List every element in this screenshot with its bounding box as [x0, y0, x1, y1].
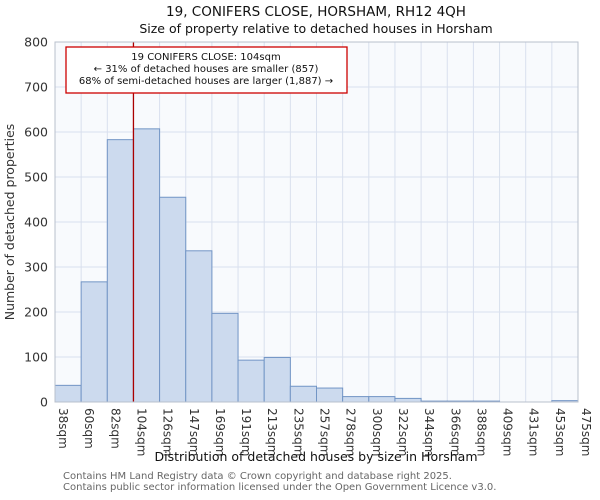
x-tick-label: 213sqm: [265, 408, 279, 456]
chart-subtitle: Size of property relative to detached ho…: [139, 21, 492, 36]
x-tick-label: 191sqm: [239, 408, 253, 456]
x-tick-label: 344sqm: [422, 408, 436, 456]
x-tick-label: 60sqm: [82, 408, 96, 449]
annotation-line3: 68% of semi-detached houses are larger (…: [79, 76, 333, 87]
histogram-bar: [394, 397, 422, 403]
x-tick-label: 257sqm: [318, 408, 332, 456]
histogram-bar: [289, 385, 318, 403]
histogram-bar: [80, 281, 108, 403]
x-tick-label: 278sqm: [344, 408, 358, 456]
y-tick-label: 400: [24, 215, 48, 230]
x-tick-label: 147sqm: [187, 408, 201, 456]
y-axis-label: Number of detached properties: [2, 124, 17, 321]
x-tick-label: 388sqm: [474, 408, 488, 456]
x-tick-label: 126sqm: [161, 408, 175, 456]
histogram-bar: [132, 128, 161, 403]
histogram-bar: [185, 250, 213, 403]
y-tick-label: 100: [24, 350, 48, 365]
chart-title: 19, CONIFERS CLOSE, HORSHAM, RH12 4QH: [166, 4, 466, 20]
x-tick-label: 431sqm: [527, 408, 541, 456]
y-tick-label: 300: [24, 260, 48, 275]
x-tick-label: 82sqm: [108, 408, 122, 449]
histogram-bar: [368, 396, 396, 403]
annotation-border: [65, 46, 348, 94]
x-tick-label: 366sqm: [448, 408, 462, 456]
footer-line1: Contains HM Land Registry data © Crown c…: [63, 471, 452, 482]
histogram-bar: [106, 139, 134, 403]
x-tick-label: 169sqm: [213, 408, 227, 456]
y-tick-label: 800: [24, 35, 48, 50]
histogram-bar: [342, 396, 370, 403]
y-tick-label: 200: [24, 305, 48, 320]
histogram-bar: [54, 384, 82, 403]
histogram-bar: [159, 196, 187, 403]
y-tick-label: 600: [24, 125, 48, 140]
x-tick-label: 104sqm: [134, 408, 148, 456]
histogram-bar: [316, 387, 344, 403]
x-tick-label: 300sqm: [370, 408, 384, 456]
y-tick-label: 500: [24, 170, 48, 185]
footer-line2: Contains public sector information licen…: [63, 482, 496, 493]
x-tick-label: 409sqm: [501, 408, 515, 456]
annotation-line2: ← 31% of detached houses are smaller (85…: [94, 64, 319, 75]
plot-border: [54, 41, 579, 403]
histogram-bar: [211, 312, 239, 403]
y-tick-label: 700: [24, 80, 48, 95]
x-tick-label: 322sqm: [396, 408, 410, 456]
annotation-line1: 19 CONIFERS CLOSE: 104sqm: [131, 52, 280, 63]
annotation-box: 19 CONIFERS CLOSE: 104sqm ← 31% of detac…: [65, 46, 348, 94]
x-tick-label: 235sqm: [291, 408, 305, 456]
plot-area: 0 100 200 300 400 500 600 700 800 38sqm 60sqm 82sqm…: [24, 35, 593, 457]
y-tick-label: 0: [40, 395, 48, 410]
x-axis-label: Distribution of detached houses by size …: [154, 449, 477, 464]
histogram-bar: [237, 359, 265, 403]
x-tick-label: 475sqm: [579, 408, 593, 456]
x-tick-label: 453sqm: [553, 408, 567, 456]
x-tick-label: 38sqm: [56, 408, 70, 449]
histogram-bar: [263, 356, 291, 403]
